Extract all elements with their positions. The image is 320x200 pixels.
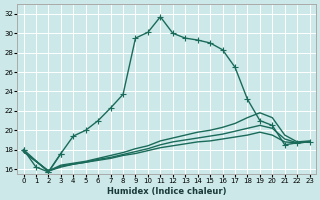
X-axis label: Humidex (Indice chaleur): Humidex (Indice chaleur) bbox=[107, 187, 226, 196]
